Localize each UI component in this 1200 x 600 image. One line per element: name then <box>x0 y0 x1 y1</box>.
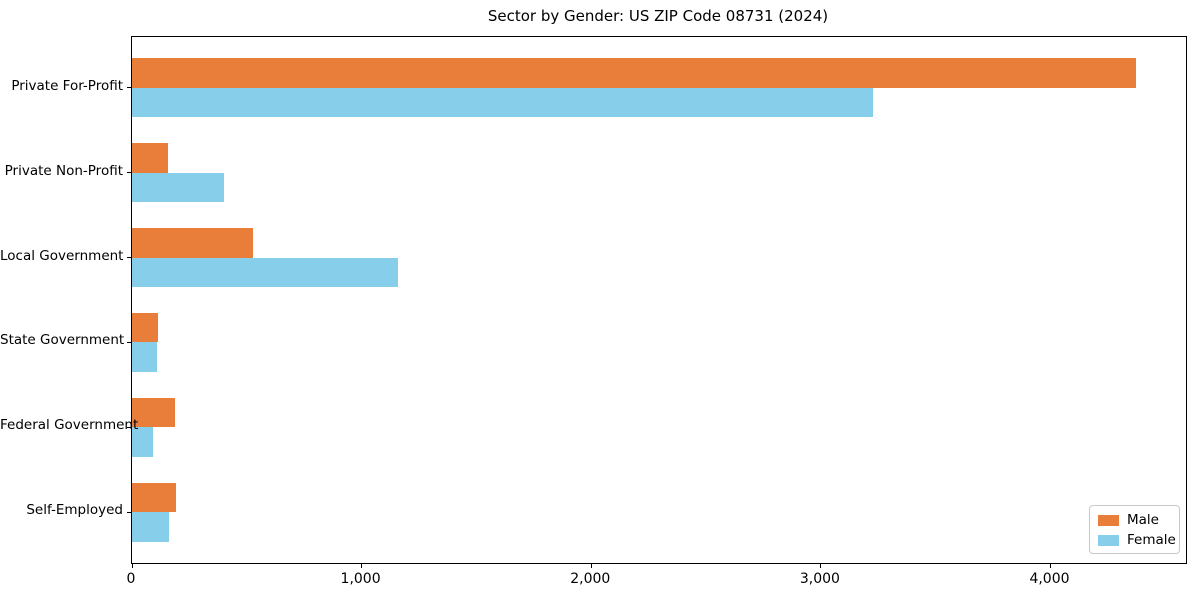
bar-male-3 <box>132 312 159 343</box>
bar-female-4 <box>132 427 153 457</box>
legend-label: Female <box>1127 532 1176 548</box>
y-tick-mark <box>127 87 132 89</box>
y-tick-mark <box>127 172 132 174</box>
x-tick-label: 3,000 <box>799 571 840 587</box>
x-tick-label: 0 <box>126 571 136 587</box>
bar-male-5 <box>132 482 176 513</box>
category-label-1: Private Non-Profit <box>4 162 123 179</box>
category-label-5: Self-Employed <box>26 502 123 519</box>
x-tick-mark <box>590 563 592 568</box>
legend-item-male: Male <box>1098 512 1171 528</box>
y-tick-mark <box>127 341 132 343</box>
legend-swatch-female <box>1098 534 1119 546</box>
x-tick-label: 4,000 <box>1029 571 1070 587</box>
legend-item-female: Female <box>1098 532 1176 548</box>
bar-male-0 <box>132 58 1136 88</box>
y-tick-mark <box>127 426 132 428</box>
x-tick-mark <box>131 563 133 568</box>
y-tick-mark <box>127 511 132 513</box>
category-label-4: Federal Government <box>0 417 139 434</box>
bar-female-5 <box>132 512 169 542</box>
legend-label: Male <box>1127 512 1159 528</box>
x-tick-label: 2,000 <box>570 571 611 587</box>
category-label-2: Local Government <box>0 247 124 264</box>
bar-female-1 <box>132 172 224 203</box>
x-tick-mark <box>1050 563 1051 568</box>
legend-swatch-male <box>1098 514 1119 526</box>
bar-female-2 <box>132 257 399 288</box>
chart-title: Sector by Gender: US ZIP Code 08731 (202… <box>487 7 829 25</box>
x-tick-mark <box>361 563 363 568</box>
plot-area <box>127 36 1187 568</box>
category-label-3: State Government <box>0 332 125 349</box>
legend: Male Female <box>1089 505 1180 554</box>
bar-male-4 <box>132 397 175 428</box>
y-tick-mark <box>127 257 132 259</box>
bar-male-2 <box>132 228 253 258</box>
x-tick-label: 1,000 <box>340 571 381 587</box>
x-tick-mark <box>820 563 822 568</box>
bar-female-3 <box>132 342 158 372</box>
bar-female-0 <box>132 87 873 118</box>
category-label-0: Private For-Profit <box>11 77 123 94</box>
bar-male-1 <box>132 143 168 173</box>
